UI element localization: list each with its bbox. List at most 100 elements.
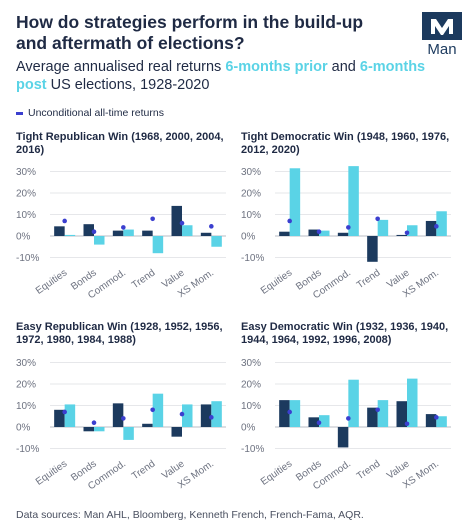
bar-post: [123, 427, 134, 440]
category-label: Trend: [355, 458, 382, 482]
bar-post: [436, 211, 447, 236]
unconditional-marker: [209, 224, 214, 229]
unconditional-marker: [150, 407, 155, 413]
bar-post: [182, 404, 193, 427]
y-tick-label: 20%: [16, 380, 36, 391]
bar-post: [319, 415, 330, 427]
subtitle-highlight-prior: 6-months prior: [225, 59, 328, 75]
subtitle-text-2: and: [327, 59, 360, 75]
logo-text: Man: [427, 41, 457, 58]
subtitle-highlight-post: 6-months post: [16, 59, 426, 93]
unconditional-marker: [434, 224, 439, 229]
bar-post: [407, 378, 418, 427]
y-tick-label: 20%: [16, 189, 36, 200]
unconditional-marker: [179, 411, 185, 417]
bar-post: [377, 400, 389, 427]
unconditional-marker: [179, 220, 185, 226]
y-tick-label: 10%: [241, 401, 261, 412]
unconditional-marker: [404, 421, 410, 427]
unconditional-marker: [91, 229, 97, 234]
legend-marker-icon: [16, 111, 23, 115]
bar-post: [436, 416, 447, 427]
bar-post: [407, 225, 418, 236]
bar-prior: [142, 423, 153, 427]
bar-prior: [142, 230, 153, 236]
bar-post: [211, 236, 222, 247]
bar-post: [152, 236, 164, 254]
bar-post: [152, 393, 164, 427]
bar-post: [348, 166, 359, 236]
man-logo: Man: [420, 12, 464, 64]
bar-prior: [200, 404, 212, 427]
bar-prior: [308, 229, 319, 236]
y-tick-label: -10%: [16, 253, 39, 264]
bar-prior: [396, 401, 407, 427]
category-label: Equities: [34, 458, 69, 487]
unconditional-marker: [62, 409, 67, 415]
y-tick-label: -10%: [241, 444, 264, 455]
unconditional-marker: [62, 218, 67, 224]
data-source-note: Data sources: Man AHL, Bloomberg, Kennet…: [16, 509, 364, 521]
bar-post: [319, 230, 330, 236]
category-label: Equities: [259, 458, 294, 487]
panel-title-easy-republican: Easy Republican Win (1928, 1952, 1956, 1…: [16, 321, 223, 346]
bar-prior: [425, 220, 437, 236]
bar-prior: [171, 427, 182, 437]
unconditional-marker: [375, 216, 380, 222]
bar-post: [348, 379, 359, 427]
y-tick-label: 0%: [241, 423, 256, 434]
unconditional-marker: [287, 409, 292, 415]
unconditional-marker: [121, 225, 126, 230]
bar-post: [211, 401, 222, 427]
y-tick-label: 10%: [16, 210, 36, 221]
unconditional-marker: [91, 420, 97, 425]
bar-post: [123, 229, 134, 236]
unconditional-marker: [316, 229, 322, 234]
page-title: How do strategies perform in the build-u…: [16, 12, 364, 53]
panel-title-easy-democratic: Easy Democratic Win (1932, 1936, 1940, 1…: [241, 321, 449, 346]
category-label: Equities: [34, 267, 69, 296]
y-tick-label: 30%: [16, 358, 36, 369]
y-tick-label: -10%: [16, 444, 39, 455]
bar-prior: [279, 400, 290, 427]
bar-prior: [279, 231, 290, 236]
bar-prior: [83, 427, 94, 432]
category-label: Trend: [130, 458, 157, 482]
unconditional-marker: [121, 416, 126, 421]
bar-prior: [112, 230, 124, 236]
subtitle-text-3: US elections, 1928-2020: [46, 77, 210, 93]
legend-label: Unconditional all-time returns: [28, 107, 164, 119]
bar-prior: [54, 226, 65, 236]
bar-prior: [367, 236, 378, 262]
bar-post: [94, 236, 105, 245]
unconditional-marker: [346, 416, 351, 421]
subtitle-text-1: Average annualised real returns: [16, 59, 226, 75]
bar-prior: [54, 409, 65, 427]
bar-prior: [112, 403, 124, 427]
bar-post: [377, 219, 389, 236]
y-tick-label: 0%: [16, 232, 31, 243]
category-label: Trend: [355, 267, 382, 291]
bar-prior: [337, 427, 349, 448]
panel-title-tight-democratic: Tight Democratic Win (1948, 1960, 1976, …: [241, 131, 450, 156]
bar-post: [94, 427, 105, 432]
bar-post: [289, 400, 301, 427]
unconditional-marker: [434, 415, 439, 420]
page-subtitle: Average annualised real returns 6-months…: [16, 58, 446, 94]
category-label: Trend: [130, 267, 157, 291]
y-tick-label: 30%: [241, 167, 261, 178]
bar-prior: [425, 414, 437, 427]
unconditional-marker: [404, 230, 410, 236]
y-tick-label: 10%: [16, 401, 36, 412]
y-tick-label: 20%: [241, 380, 261, 391]
bar-post: [182, 225, 193, 236]
bar-prior: [171, 205, 182, 236]
logo-mark-icon: [422, 12, 462, 40]
y-tick-label: 0%: [241, 232, 256, 243]
y-tick-label: -10%: [241, 253, 264, 264]
category-label: Equities: [259, 267, 294, 296]
unconditional-marker: [316, 420, 322, 425]
